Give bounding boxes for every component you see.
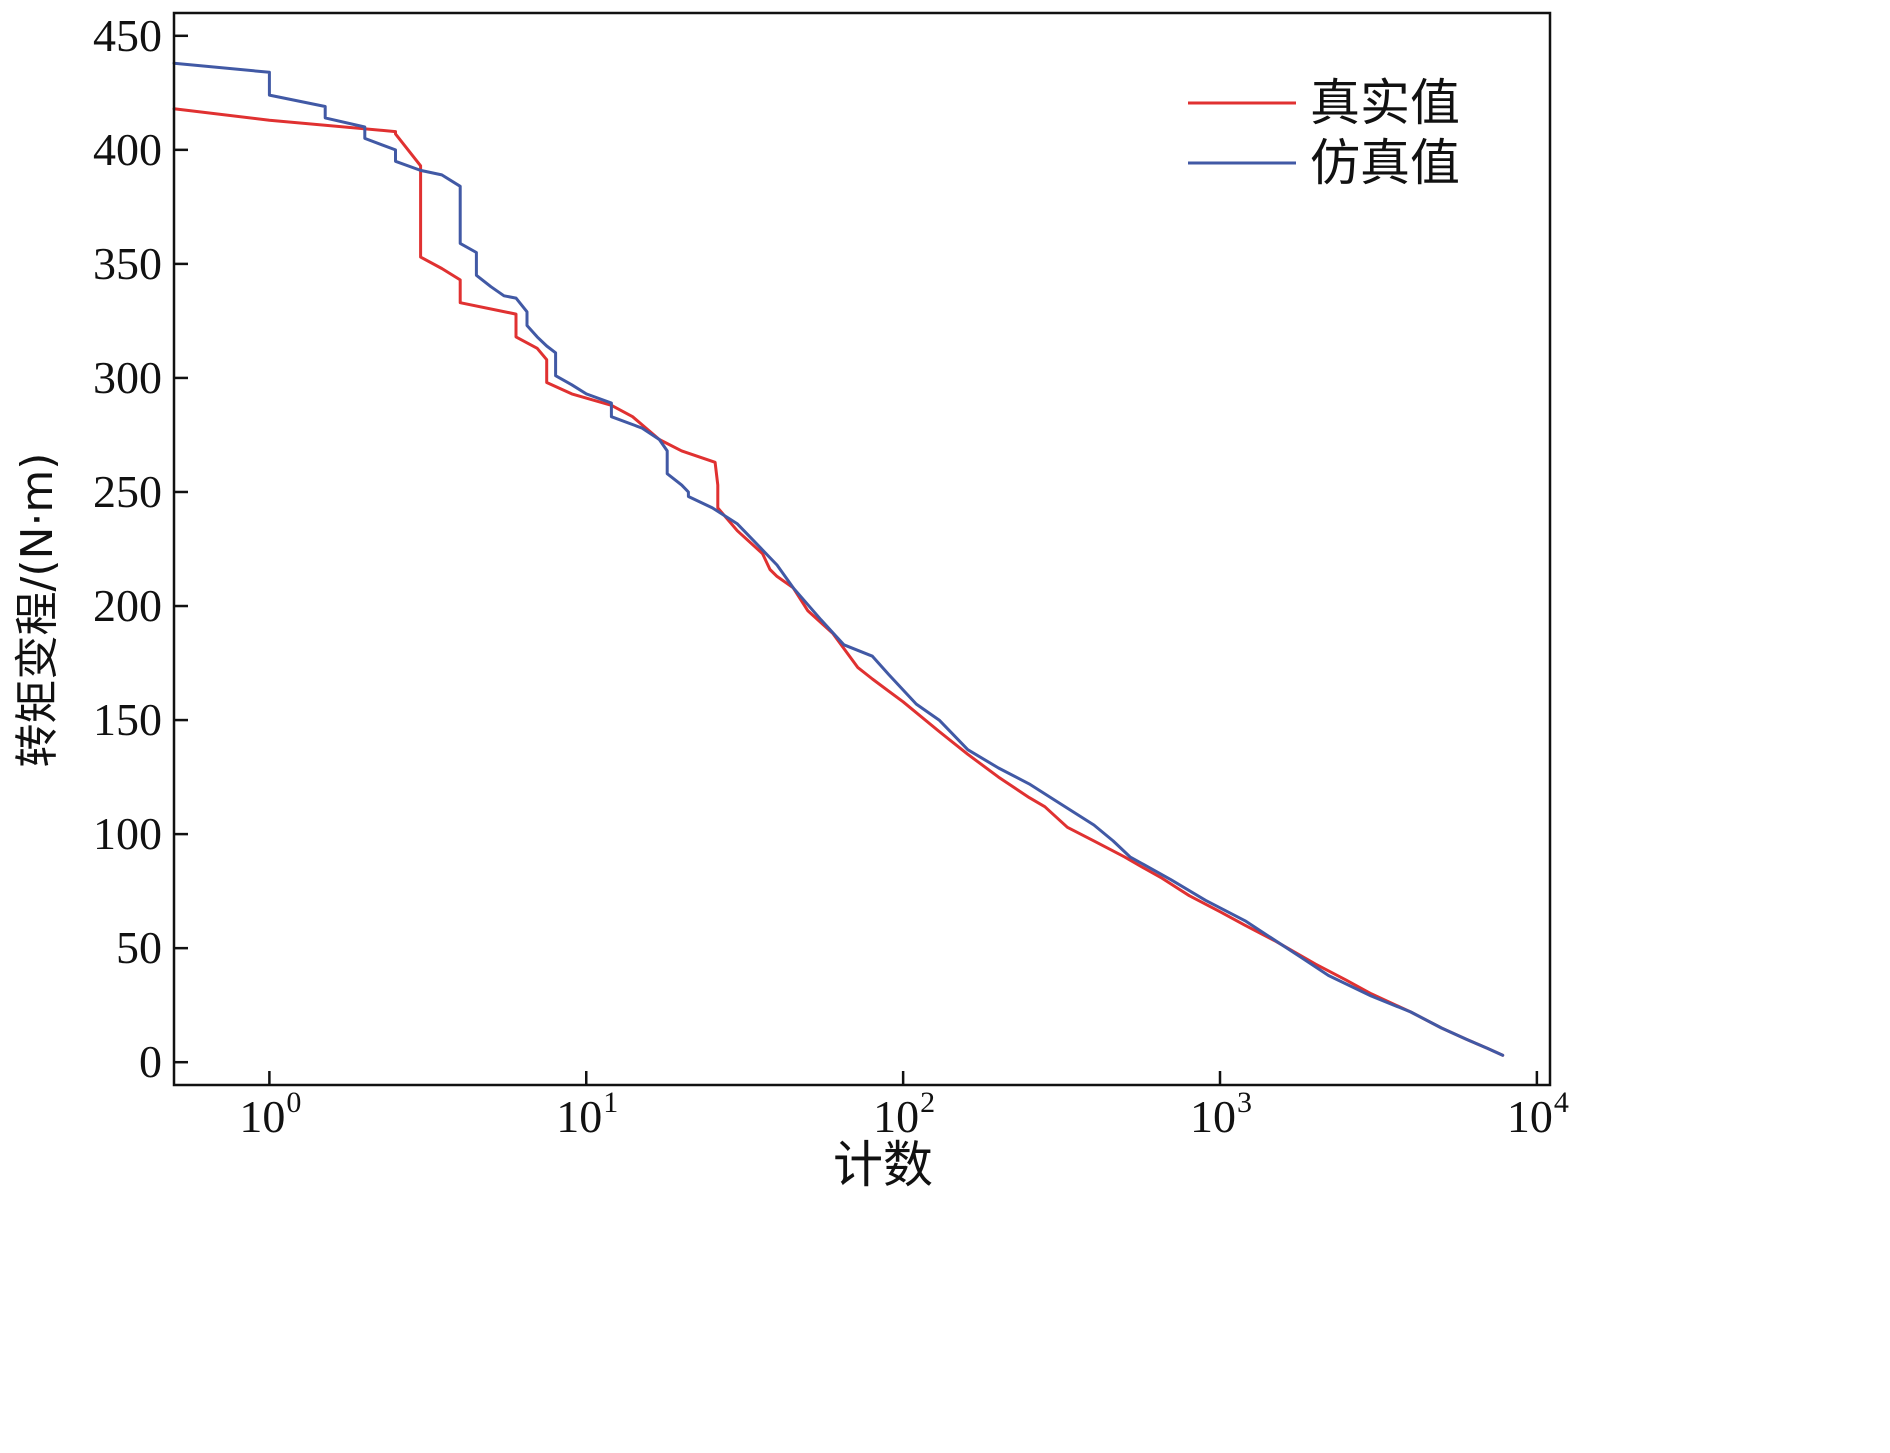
x-tick-exponent: 3 <box>1237 1086 1252 1119</box>
x-tick-label: 10 <box>1507 1091 1553 1142</box>
x-tick-exponent: 4 <box>1554 1086 1569 1119</box>
x-tick-label: 10 <box>556 1091 602 1142</box>
y-tick-labels: 0 50 100 150 200 250 300 350 400 450 <box>93 10 162 1087</box>
x-tick-label: 10 <box>873 1091 919 1142</box>
chart-background <box>0 0 1570 1210</box>
axis-ticks <box>174 34 1539 1085</box>
x-tick-label: 10 <box>1190 1091 1236 1142</box>
y-tick-label: 450 <box>93 10 162 61</box>
legend-label-1: 真实值 <box>1310 74 1460 132</box>
y-tick-label: 350 <box>93 238 162 289</box>
y-tick-label: 200 <box>93 580 162 631</box>
y-tick-label: 100 <box>93 808 162 859</box>
x-tick-labels: 10 0 10 1 10 2 10 3 10 4 <box>239 1086 1568 1142</box>
series-line-2 <box>172 61 1505 1057</box>
y-tick-label: 0 <box>139 1036 162 1087</box>
y-tick-label: 250 <box>93 466 162 517</box>
x-tick-exponent: 1 <box>603 1086 618 1119</box>
x-axis-title: 计数 <box>833 1136 933 1194</box>
series-line-1 <box>172 107 1505 1057</box>
y-axis-title: 转矩变程/(N·m) <box>12 453 63 768</box>
x-tick-label: 10 <box>239 1091 285 1142</box>
y-tick-label: 150 <box>93 694 162 745</box>
y-tick-label: 50 <box>116 922 162 973</box>
y-tick-label: 400 <box>93 124 162 175</box>
legend-label-2: 仿真值 <box>1310 134 1460 192</box>
data-lines <box>172 61 1505 1057</box>
y-tick-label: 300 <box>93 352 162 403</box>
x-tick-exponent: 0 <box>286 1086 301 1119</box>
plot-frame <box>172 11 1552 1087</box>
chart-figure: 10 0 10 1 10 2 10 3 10 4 050100150200250300350400… <box>0 0 1570 1210</box>
x-tick-exponent: 2 <box>920 1086 935 1119</box>
